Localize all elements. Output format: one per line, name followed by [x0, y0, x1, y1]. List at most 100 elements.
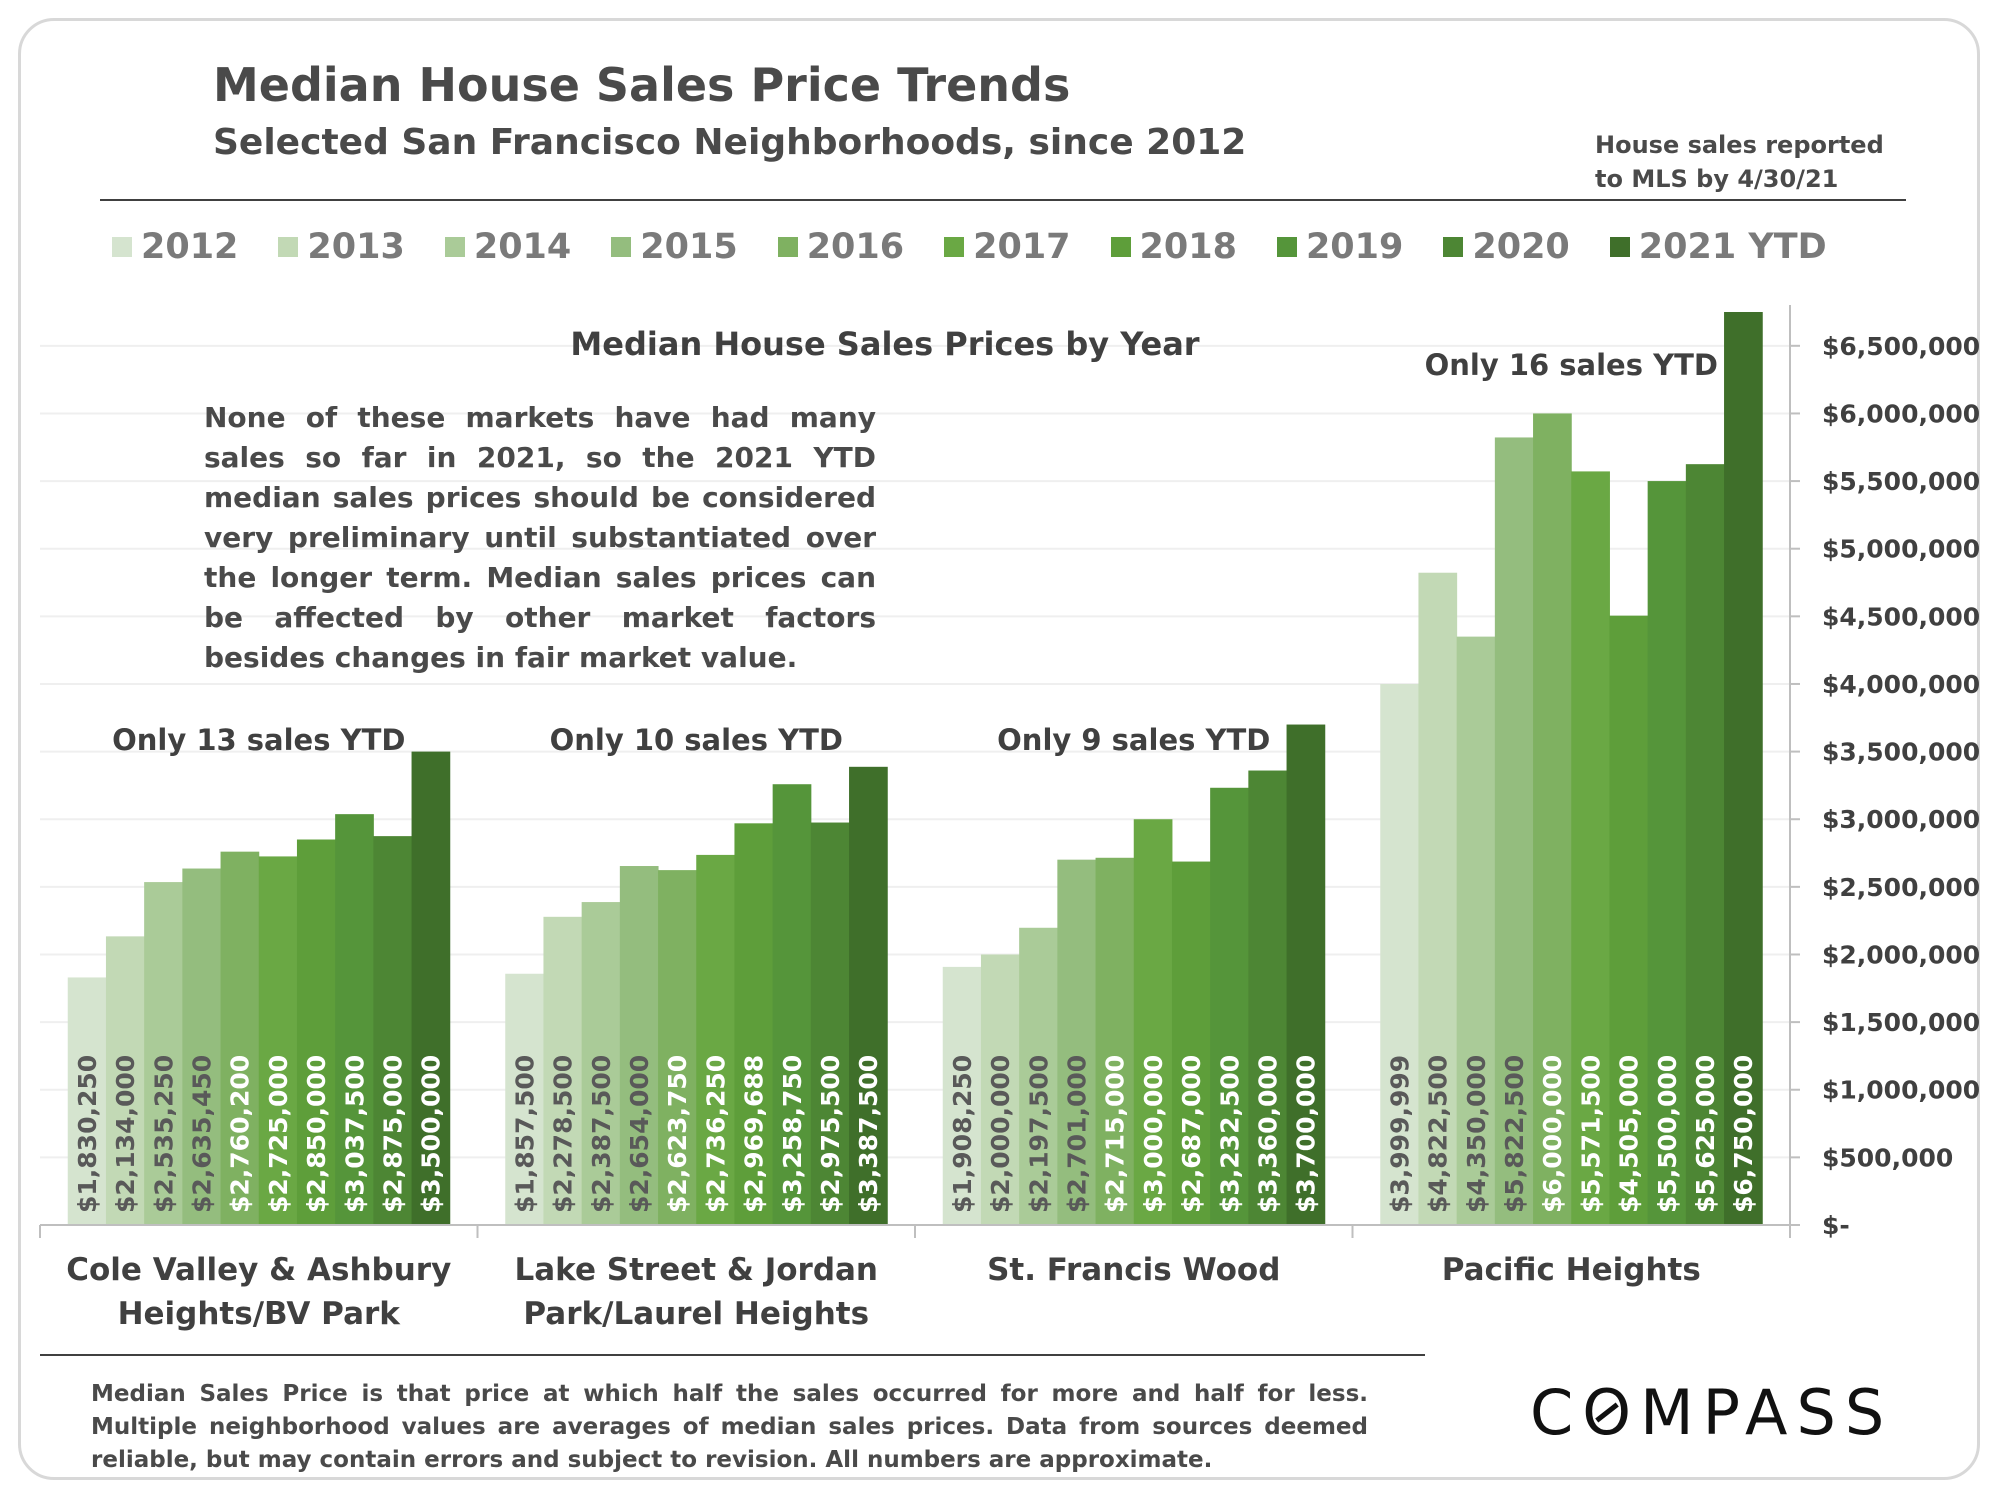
y-tick-label: $5,500,000 — [1822, 467, 1980, 496]
y-tick-label: $4,000,000 — [1822, 670, 1980, 699]
bar — [849, 766, 888, 1225]
legend-label: 2014 — [473, 227, 572, 267]
bar-value-label: $2,687,000 — [1177, 1055, 1206, 1213]
bar — [942, 966, 982, 1225]
legend-item-2020: 2020 — [1443, 227, 1570, 267]
bar-value-label: $2,134,000 — [111, 1055, 140, 1213]
chart-legend: 2012 2013 2014 2015 2016 2017 2018 2019 2020 2021… — [112, 222, 1867, 272]
bar — [411, 751, 451, 1225]
compass-logo: CO MPASS — [1530, 1376, 1893, 1449]
bar-value-label: $3,037,500 — [340, 1055, 369, 1213]
bar-value-label: $2,535,250 — [149, 1055, 178, 1213]
bar — [1057, 859, 1097, 1225]
category-label: Heights/BV Park — [118, 1296, 402, 1332]
legend-label: 2016 — [806, 227, 905, 267]
y-tick-label: $1,000,000 — [1822, 1076, 1980, 1105]
logo-letter: O — [1582, 1376, 1641, 1449]
logo-letter: M — [1640, 1376, 1703, 1449]
bar-value-label: $5,625,000 — [1691, 1055, 1720, 1213]
bar — [658, 870, 697, 1225]
header-divider — [100, 199, 1906, 201]
bar-value-label: $1,830,250 — [73, 1055, 102, 1213]
bar-value-label: $4,822,500 — [1424, 1055, 1453, 1213]
bar-value-label: $1,908,250 — [948, 1055, 977, 1213]
bar — [1418, 572, 1458, 1225]
bar — [105, 936, 145, 1225]
logo-letter: A — [1745, 1376, 1797, 1449]
bar — [1685, 464, 1725, 1226]
y-tick-label: $6,000,000 — [1822, 399, 1980, 428]
legend-item-2019: 2019 — [1276, 227, 1404, 267]
bar-value-label: $4,350,000 — [1462, 1055, 1491, 1213]
bar-value-label: $2,623,750 — [663, 1055, 692, 1213]
bar-value-label: $3,232,500 — [1215, 1055, 1244, 1213]
legend-item-2021-ytd: 2021 YTD — [1609, 227, 1827, 267]
y-tick-label: $2,000,000 — [1822, 940, 1980, 969]
page-subtitle: Selected San Francisco Neighborhoods, si… — [213, 122, 1247, 163]
y-tick-label: $500,000 — [1822, 1143, 1953, 1172]
bar-value-label: $3,360,000 — [1253, 1055, 1282, 1213]
legend-item-2013: 2013 — [278, 227, 405, 267]
bar-value-label: $2,278,500 — [549, 1055, 578, 1213]
data-source-note: House sales reported to MLS by 4/30/21 — [1595, 128, 1884, 196]
chart-title: Median House Sales Prices by Year — [570, 325, 1199, 363]
bar — [1210, 787, 1249, 1225]
bar-value-label: $2,197,500 — [1024, 1055, 1053, 1213]
bar — [373, 836, 413, 1225]
bar — [543, 916, 583, 1225]
bar — [1019, 927, 1058, 1225]
legend-swatch — [112, 237, 132, 257]
bar — [1571, 471, 1610, 1225]
bar — [619, 866, 659, 1225]
bar-value-label: $5,571,500 — [1576, 1055, 1605, 1213]
chart-frame — [18, 18, 1980, 1480]
bar — [144, 882, 183, 1225]
bar-value-label: $2,000,000 — [986, 1055, 1015, 1213]
bar-value-label: $2,635,450 — [187, 1055, 216, 1213]
legend-swatch — [444, 237, 465, 257]
footer-divider — [40, 1354, 1425, 1356]
legend-item-2012: 2012 — [112, 227, 238, 267]
legend-item-2017: 2017 — [944, 227, 1071, 267]
legend-item-2014: 2014 — [444, 227, 572, 267]
note-line-2: to MLS by 4/30/21 — [1595, 165, 1839, 193]
bar — [734, 823, 774, 1225]
legend-label: 2018 — [1139, 227, 1237, 267]
legend-swatch — [611, 237, 632, 257]
sales-count-annotation: Only 16 sales YTD — [1425, 348, 1718, 382]
bar-value-label: $2,701,000 — [1062, 1055, 1091, 1213]
logo-letter: C — [1530, 1376, 1583, 1449]
bar-value-label: $2,725,000 — [264, 1055, 293, 1213]
category-label: St. Francis Wood — [987, 1252, 1280, 1288]
sales-count-annotation: Only 10 sales YTD — [550, 723, 843, 757]
legend-swatch — [777, 237, 798, 257]
legend-swatch — [1276, 237, 1297, 257]
category-label: Pacific Heights — [1442, 1252, 1701, 1288]
legend-swatch — [278, 237, 299, 257]
legend-swatch — [944, 237, 965, 257]
bar-value-label: $3,258,750 — [778, 1055, 807, 1213]
category-label: Park/Laurel Heights — [523, 1296, 869, 1332]
legend-item-2016: 2016 — [777, 227, 905, 267]
explanation-text: None of these markets have had many sale… — [204, 401, 876, 674]
bar-value-label: $4,505,000 — [1615, 1055, 1644, 1213]
category-label: Lake Street & Jordan — [515, 1252, 879, 1288]
legend-label: 2015 — [640, 227, 738, 267]
legend-item-2015: 2015 — [611, 227, 738, 267]
bar — [1494, 437, 1534, 1225]
sales-count-annotation: Only 13 sales YTD — [112, 723, 405, 757]
sales-count-annotation: Only 9 sales YTD — [997, 723, 1270, 757]
legend-label: 2019 — [1305, 227, 1404, 267]
bar-value-label: $2,387,500 — [587, 1055, 616, 1213]
bar-value-label: $5,822,500 — [1500, 1055, 1529, 1213]
legend-item-2018: 2018 — [1110, 227, 1237, 267]
legend-swatch — [1110, 237, 1131, 257]
bar — [772, 784, 812, 1225]
bar-value-label: $2,969,688 — [740, 1055, 769, 1213]
bar — [1248, 770, 1288, 1225]
bar — [505, 973, 544, 1225]
bar — [1724, 312, 1763, 1225]
bar-value-label: $3,700,000 — [1292, 1055, 1321, 1213]
y-tick-label: $4,500,000 — [1822, 602, 1980, 631]
